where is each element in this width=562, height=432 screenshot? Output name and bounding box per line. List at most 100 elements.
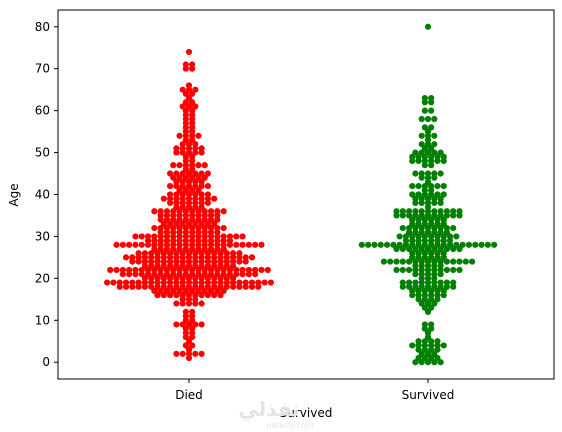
data-point [440, 191, 447, 198]
data-point [358, 241, 365, 248]
data-point [239, 241, 246, 248]
y-tick-label: 50 [35, 146, 50, 160]
y-axis: 0 10 20 30 40 50 60 70 80 [35, 20, 58, 369]
data-point [138, 233, 145, 240]
data-point [431, 208, 438, 215]
data-point [415, 338, 422, 345]
data-point [393, 208, 400, 215]
y-tick-label: 0 [42, 355, 50, 369]
y-tick-label: 20 [35, 271, 50, 285]
data-point [453, 241, 460, 248]
data-point [170, 162, 177, 169]
data-point [167, 183, 174, 190]
watermark-logo-text: نفذلي [238, 397, 299, 422]
data-point [233, 241, 240, 248]
data-point [173, 300, 180, 307]
data-point [462, 258, 469, 265]
data-point [195, 132, 202, 139]
data-point [428, 321, 435, 328]
data-point [399, 224, 406, 232]
plot-area-frame [57, 9, 555, 380]
data-point [173, 350, 180, 357]
data-point [484, 241, 491, 248]
data-point [472, 241, 479, 248]
data-point [267, 279, 274, 286]
data-point [450, 279, 457, 286]
data-point [201, 162, 208, 169]
data-point [434, 191, 441, 198]
data-point [230, 250, 237, 257]
data-point [173, 170, 180, 177]
data-point [437, 279, 444, 286]
data-point [456, 208, 463, 215]
data-point [412, 279, 419, 286]
data-point [412, 149, 419, 156]
data-point [182, 61, 189, 68]
data-point [424, 170, 432, 177]
data-point [189, 61, 196, 68]
data-point [220, 224, 227, 232]
data-point [456, 266, 463, 274]
data-point [396, 233, 403, 240]
data-point [415, 183, 422, 190]
data-point [264, 266, 271, 274]
y-tick-label: 70 [35, 62, 50, 76]
data-point [239, 266, 246, 274]
y-tick-label: 60 [35, 104, 50, 118]
data-point [399, 266, 406, 274]
data-point [399, 208, 406, 215]
data-point [428, 124, 435, 131]
data-point [469, 258, 476, 265]
data-point [113, 241, 120, 248]
data-point [428, 107, 435, 114]
data-point [409, 191, 416, 198]
data-point [192, 86, 199, 93]
data-point [258, 266, 265, 274]
data-point [428, 94, 435, 102]
data-point [443, 208, 450, 215]
data-point [406, 279, 413, 286]
y-axis-title: Age [7, 183, 21, 206]
data-point [129, 279, 136, 286]
data-point [424, 23, 432, 30]
data-point [421, 94, 428, 102]
data-point [478, 241, 485, 248]
data-point [261, 279, 268, 286]
data-point [173, 321, 180, 328]
data-point [431, 132, 438, 139]
data-point [132, 241, 139, 248]
data-point [192, 350, 199, 357]
data-point [450, 224, 457, 232]
x-axis-title: Survived [280, 406, 333, 420]
x-tick-label: Died [175, 388, 203, 402]
data-point [119, 266, 126, 274]
data-point [182, 308, 189, 316]
data-point [424, 115, 432, 123]
data-point [440, 183, 447, 190]
data-point [195, 162, 202, 169]
data-point [110, 279, 117, 286]
data-point [406, 208, 413, 215]
y-tick-label: 30 [35, 229, 50, 243]
data-point [138, 241, 145, 248]
data-point [220, 208, 227, 215]
data-point [431, 141, 438, 148]
swarm-points [104, 23, 498, 366]
data-point [399, 258, 406, 265]
data-point [450, 266, 457, 274]
data-point [132, 233, 139, 240]
data-point [450, 208, 457, 215]
data-point [418, 141, 425, 148]
data-point [113, 266, 120, 274]
data-point [399, 279, 406, 286]
data-point [204, 183, 211, 190]
watermark-url: nafezly.com [266, 421, 314, 430]
swarm-survived [358, 23, 498, 366]
data-point [119, 241, 126, 248]
data-point [434, 338, 441, 345]
watermark: نفذلي nafezly.com [238, 397, 313, 430]
data-point [255, 279, 262, 286]
data-point [459, 241, 466, 248]
data-point [151, 224, 158, 232]
data-point [233, 233, 240, 240]
